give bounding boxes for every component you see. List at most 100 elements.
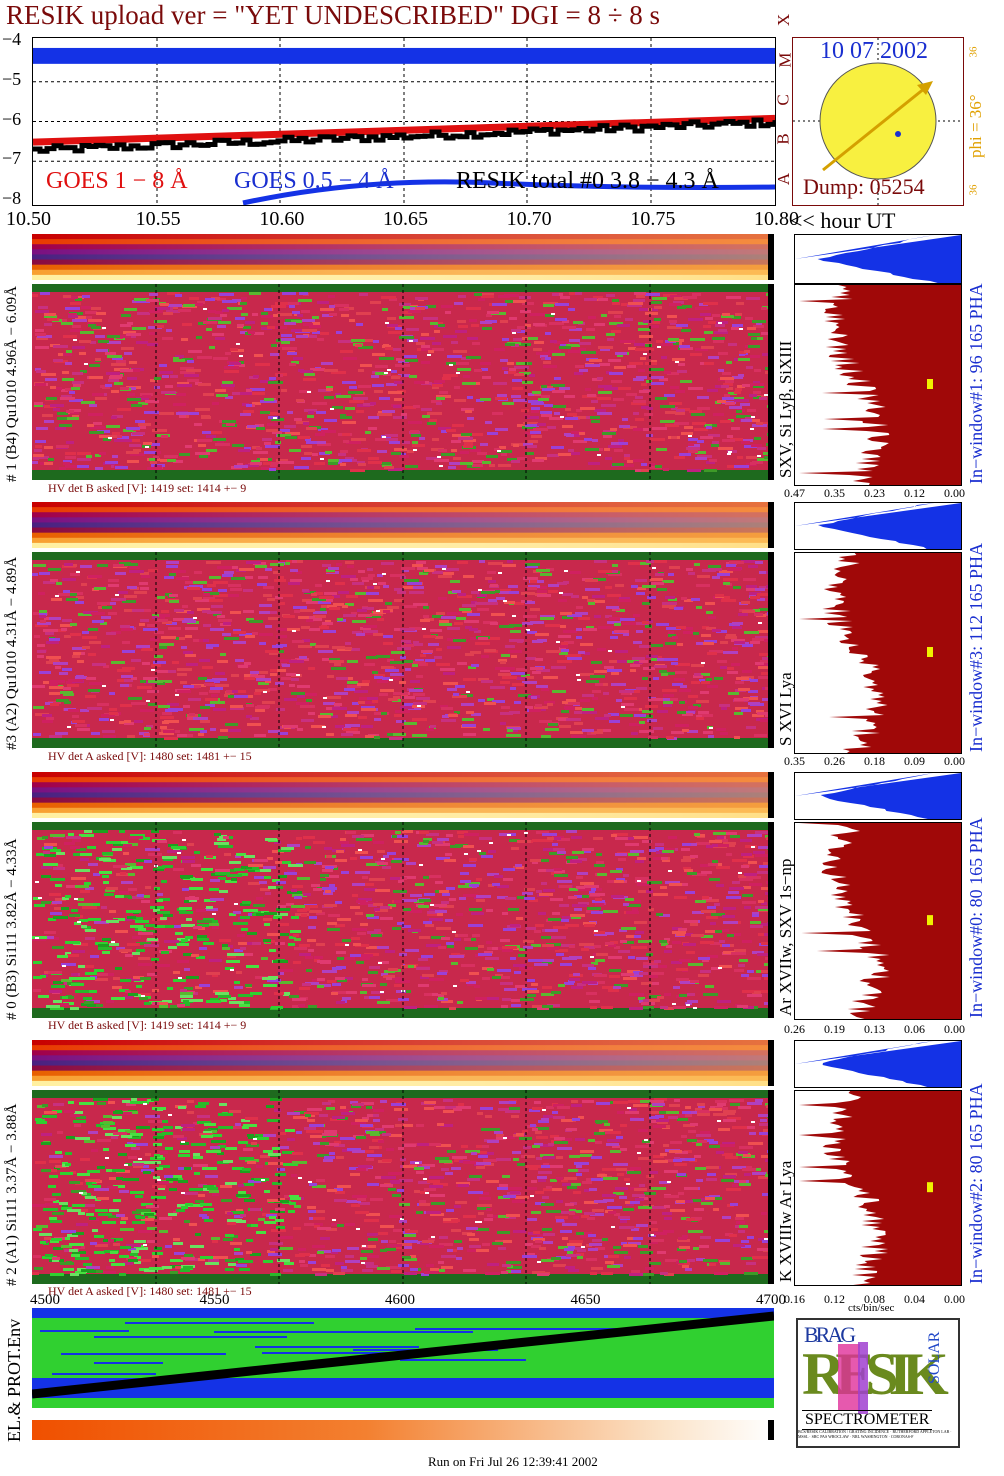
- histogram-tick-label: 0.08: [864, 1292, 885, 1306]
- line-label: S XVI Lya: [776, 672, 795, 746]
- histogram-plot: [794, 822, 962, 1020]
- histogram-tick-label: 0.09: [904, 754, 925, 768]
- bin-tick-label: 4700: [756, 1292, 786, 1308]
- y-tick-label: −5: [2, 68, 22, 89]
- histogram-tick-label: 0.06: [904, 1022, 925, 1036]
- environment-bar: [32, 1420, 774, 1440]
- lightcurve-panel: [32, 37, 776, 206]
- time-tick-label: 10.55: [135, 208, 181, 230]
- bin-tick-label: 4600: [385, 1292, 415, 1308]
- sun-disk: [819, 62, 937, 180]
- phi-label: phi = 36°: [966, 94, 985, 158]
- y-tick-label: −8: [2, 188, 22, 209]
- logo-accent-i: [858, 1342, 868, 1414]
- logo-caption: SPECTROMETER: [802, 1410, 933, 1430]
- time-tick-label: 10.65: [383, 208, 428, 230]
- histogram-tick-label: 0.23: [864, 486, 885, 500]
- pha-plot: [794, 1040, 962, 1088]
- in-window-label: In−window#2: 80 165 PHA: [966, 1083, 986, 1284]
- legend-resik-total: RESIK total #0 3.8 − 4.3 Å: [456, 168, 719, 194]
- phi-bottom-value: 36: [967, 184, 980, 196]
- channel-label: # 1 (B4) Qu1010 4.96Å − 6.09Å: [4, 286, 20, 482]
- environment-panel: [32, 1308, 774, 1408]
- histogram-plot: [794, 284, 962, 486]
- logo-fine-print: BCS/RESIK CALIBRATION / GRATING INCIDENC…: [798, 1429, 952, 1439]
- phi-top-value: 36: [967, 46, 980, 58]
- y-tick-label: −4: [2, 28, 22, 49]
- y-tick-label: −6: [2, 108, 22, 129]
- hv-status: HV det B asked [V]: 1419 set: 1414 +− 9: [48, 481, 247, 495]
- time-tick-label: 10.75: [630, 208, 676, 230]
- bin-tick-label: 4500: [30, 1292, 60, 1308]
- histogram-tick-label: 0.18: [864, 754, 885, 768]
- environment-bar-end: [768, 1420, 774, 1440]
- channel-label: # 0 (B3) Si111 3.82Å − 4.33Å: [4, 838, 20, 1020]
- phi-arrow: [822, 82, 931, 172]
- spectrogram-band: [32, 1040, 774, 1086]
- spectrogram-band: [32, 234, 774, 280]
- env-label: EL.& PROT.Env: [4, 1318, 24, 1442]
- lightcurve-plot: [33, 38, 775, 205]
- pha-plot: [794, 234, 962, 284]
- channel-label: #3 (A2) Qu1010 4.31Å − 4.89Å: [4, 556, 20, 750]
- spectrogram-band: [32, 502, 774, 548]
- legend-goes-short: GOES 0.5 − 4 Å: [234, 168, 394, 194]
- logo-accent-s: [838, 1344, 860, 1410]
- line-label: SXV, Si Lyβ, SiXIII: [776, 340, 795, 478]
- line-label: Ar XVIIw, SXV 1s−np: [776, 858, 795, 1016]
- flare-position: [895, 131, 901, 137]
- resik-logo: BRAG RESIK SOLAR SPECTROMETER BCS/RESIK …: [796, 1318, 960, 1448]
- histogram-tick-label: 0.12: [824, 1292, 845, 1306]
- sun-plot: [793, 38, 963, 205]
- logo-letters-mid: RESIK: [802, 1341, 949, 1407]
- histogram-tick-label: 0.00: [944, 486, 965, 500]
- spectrogram-main: [32, 1090, 774, 1284]
- histogram-tick-label: 0.35: [784, 754, 805, 768]
- spectrogram-band: [32, 772, 774, 818]
- time-tick-label: 10.50: [6, 208, 51, 230]
- y-tick-label: −7: [2, 148, 22, 169]
- histogram-tick-label: 0.13: [864, 1022, 885, 1036]
- in-window-label: In−window#1: 96 165 PHA: [966, 283, 986, 484]
- time-tick-label: 10.80: [754, 208, 799, 230]
- in-window-label: In−window#3: 112 165 PHA: [966, 543, 986, 752]
- hv-status: HV det A asked [V]: 1480 set: 1481 +− 15: [48, 1284, 252, 1298]
- histogram-plot: [794, 1090, 962, 1286]
- channel-label: # 2 (A1) Si111 3.37Å − 3.88Å: [4, 1103, 20, 1286]
- histogram-tick-label: 0.00: [944, 1022, 965, 1036]
- spectrogram-main: [32, 552, 774, 748]
- right-axis-unit: cts/bin/sec: [848, 1302, 895, 1314]
- goes-class-letter: X: [774, 13, 794, 27]
- time-tick-label: 10.70: [506, 208, 552, 230]
- histogram-tick-label: 0.35: [824, 486, 845, 500]
- pha-plot: [794, 772, 962, 820]
- bin-tick-label: 4550: [199, 1292, 230, 1308]
- hv-status: HV det B asked [V]: 1419 set: 1414 +− 9: [48, 1018, 247, 1032]
- histogram-tick-label: 0.12: [904, 486, 925, 500]
- histogram-tick-label: 0.00: [944, 754, 965, 768]
- histogram-tick-label: 0.16: [784, 1292, 805, 1306]
- histogram-tick-label: 0.47: [784, 486, 805, 500]
- histogram-tick-label: 0.19: [824, 1022, 845, 1036]
- histogram-tick-label: 0.26: [824, 754, 845, 768]
- legend-goes-long: GOES 1 − 8 Å: [46, 168, 188, 194]
- sun-date: 10 07 2002: [820, 38, 928, 64]
- goes-class-letter: B: [773, 133, 793, 146]
- spectrogram-main: [32, 822, 774, 1018]
- footer-run-time: Run on Fri Jul 26 12:39:41 2002: [428, 1454, 598, 1469]
- goes-class-letter: C: [773, 93, 793, 106]
- sun-panel: [792, 37, 964, 206]
- pha-plot: [794, 502, 962, 550]
- histogram-plot: [794, 552, 962, 754]
- time-axis-unit: << hour UT: [790, 208, 896, 233]
- histogram-tick-label: 0.04: [904, 1292, 925, 1306]
- page-title: RESIK upload ver = "YET UNDESCRIBED" DGI…: [6, 0, 661, 30]
- logo-letters-side: SOLAR: [926, 1331, 943, 1384]
- hv-status: HV det A asked [V]: 1480 set: 1481 +− 15: [48, 749, 252, 763]
- line-label: K XVIIIw Ar Lya: [776, 1160, 795, 1282]
- histogram-tick-label: 0.00: [944, 1292, 965, 1306]
- bin-tick-label: 4650: [570, 1292, 601, 1308]
- time-tick-label: 10.60: [259, 208, 305, 230]
- dump-number: Dump: 05254: [803, 174, 925, 199]
- histogram-tick-label: 0.26: [784, 1022, 805, 1036]
